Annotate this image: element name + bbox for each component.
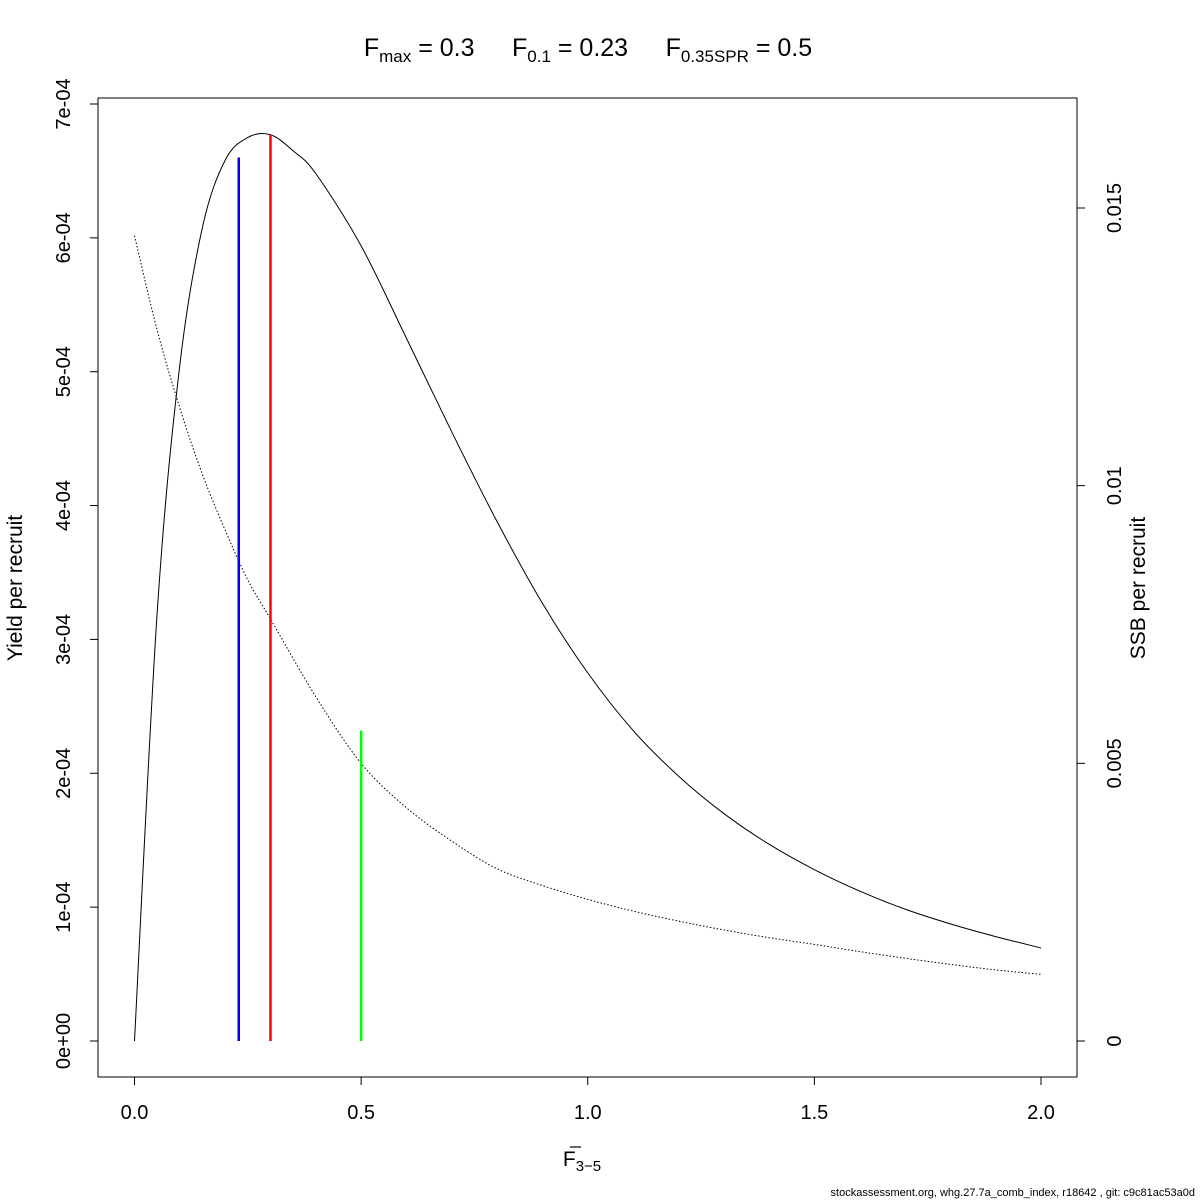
x-tick-label: 1.5	[800, 1102, 828, 1124]
title-subscript: 0.35SPR	[681, 47, 749, 66]
title-symbol: F	[512, 34, 527, 62]
title-gap	[628, 34, 666, 62]
y-axis-left: 0e+00 1e-04 2e-04 3e-04 4e-04 5e-04 6e-04 7e-04	[53, 78, 99, 1069]
series-layer	[134, 133, 1042, 1042]
x-axis-title-main: F	[563, 1148, 576, 1171]
x-tick-label: 1.0	[574, 1102, 602, 1124]
title-value: = 0.3	[411, 34, 474, 62]
title-subscript: max	[379, 47, 412, 66]
y-left-tick-label: 0e+00	[53, 1013, 75, 1069]
y-right-tick-label: 0	[1104, 1035, 1126, 1046]
x-axis-title-sub: 3−5	[576, 1158, 601, 1175]
y-left-tick-label: 7e-04	[53, 78, 75, 129]
title-gap	[475, 34, 513, 62]
x-axis-title: F3−5	[563, 1148, 601, 1175]
reference-lines	[237, 134, 363, 1041]
y-left-tick-label: 4e-04	[53, 480, 75, 531]
y-left-tick-label: 1e-04	[53, 882, 75, 933]
y-left-tick-label: 5e-04	[53, 346, 75, 397]
y-left-tick-label: 6e-04	[53, 212, 75, 263]
yield-per-recruit-line	[134, 133, 1042, 1042]
ssb-per-recruit-line	[134, 235, 1042, 975]
y-left-tick-label: 3e-04	[53, 614, 75, 665]
title-value: = 0.5	[749, 34, 812, 62]
y-right-tick-label: 0.015	[1104, 183, 1126, 233]
y-right-tick-label: 0.005	[1104, 738, 1126, 788]
x-tick-label: 2.0	[1027, 1102, 1055, 1124]
x-tick-label: 0.0	[121, 1102, 149, 1124]
title-symbol: F	[364, 34, 379, 62]
y-right-tick-label: 0.01	[1104, 466, 1126, 505]
title-subscript: 0.1	[527, 47, 551, 66]
x-tick-label: 0.5	[347, 1102, 375, 1124]
y-axis-right: 0 0.005 0.01 0.015	[1076, 183, 1126, 1047]
title-value: = 0.23	[551, 34, 628, 62]
footer-text: stockassessment.org, whg.27.7a_comb_inde…	[831, 1187, 1195, 1199]
x-axis: 0.0 0.5 1.0 1.5 2.0	[121, 1076, 1055, 1124]
plot-frame	[97, 97, 1078, 1078]
y-axis-left-title: Yield per recruit	[4, 515, 27, 661]
y-left-tick-label: 2e-04	[53, 748, 75, 799]
y-axis-right-title: SSB per recruit	[1127, 517, 1150, 660]
chart-title: Fmax = 0.3 F0.1 = 0.23 F0.35SPR = 0.5	[364, 34, 812, 66]
title-symbol: F	[666, 34, 681, 62]
